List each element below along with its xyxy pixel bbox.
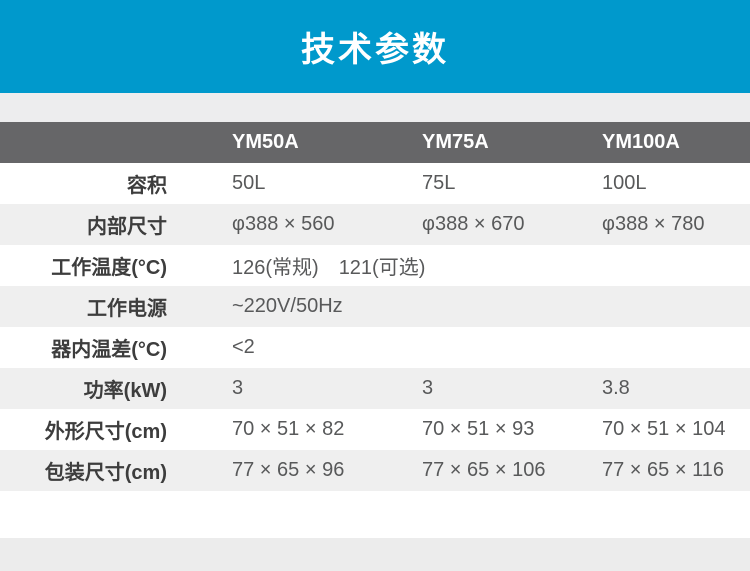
cell-value: 77 × 65 × 116 [602, 459, 724, 481]
row-label: 外形尺寸(cm) [44, 421, 167, 443]
cell-value: 126(常规) 121(可选) [232, 257, 426, 279]
row-label: 容积 [127, 175, 167, 197]
cell-value: ~220V/50Hz [232, 295, 343, 317]
cell-value: 70 × 51 × 93 [422, 418, 535, 440]
cell-value: 75L [422, 172, 456, 194]
cell-value: 3 [232, 377, 244, 399]
row-label: 工作电源 [87, 298, 167, 320]
cell-value: <2 [232, 336, 255, 358]
table-row-outer-size: 外形尺寸(cm) 70 × 51 × 82 70 × 51 × 93 70 × … [0, 409, 750, 450]
cell-value: φ388 × 780 [602, 213, 705, 235]
table-row-power-supply: 工作电源 ~220V/50Hz [0, 286, 750, 327]
header-model-ym50a: YM50A [232, 131, 299, 153]
section-title-banner: 技术参数 [0, 0, 750, 93]
cell-value: 77 × 65 × 106 [422, 459, 546, 481]
table-row-working-temp: 工作温度(°C) 126(常规) 121(可选) [0, 245, 750, 286]
divider-strip-top [0, 93, 750, 122]
divider-strip-bottom [0, 538, 750, 571]
section-title: 技术参数 [301, 31, 449, 69]
cell-value: 77 × 65 × 96 [232, 459, 345, 481]
cell-value: 70 × 51 × 82 [232, 418, 345, 440]
row-label: 工作温度(°C) [51, 257, 167, 279]
cell-value: 3 [422, 377, 434, 399]
bottom-whitespace [0, 491, 750, 538]
table-row-inner-size: 内部尺寸 φ388 × 560 φ388 × 670 φ388 × 780 [0, 204, 750, 245]
spec-table: YM50A YM75A YM100A 容积 50L 75L 100L 内部尺寸 … [0, 122, 750, 491]
row-label: 内部尺寸 [87, 216, 167, 238]
table-row-capacity: 容积 50L 75L 100L [0, 163, 750, 204]
table-header-row: YM50A YM75A YM100A [0, 122, 750, 163]
table-row-temp-diff: 器内温差(°C) <2 [0, 327, 750, 368]
cell-value: φ388 × 560 [232, 213, 335, 235]
cell-value: φ388 × 670 [422, 213, 525, 235]
table-row-power: 功率(kW) 3 3 3.8 [0, 368, 750, 409]
row-label: 功率(kW) [83, 380, 167, 402]
header-model-ym75a: YM75A [422, 131, 489, 153]
header-model-ym100a: YM100A [602, 131, 680, 153]
row-label: 器内温差(°C) [51, 339, 167, 361]
cell-value: 3.8 [602, 377, 630, 399]
cell-value: 50L [232, 172, 266, 194]
cell-value: 100L [602, 172, 647, 194]
table-row-package-size: 包装尺寸(cm) 77 × 65 × 96 77 × 65 × 106 77 ×… [0, 450, 750, 491]
cell-value: 70 × 51 × 104 [602, 418, 726, 440]
row-label: 包装尺寸(cm) [44, 462, 167, 484]
